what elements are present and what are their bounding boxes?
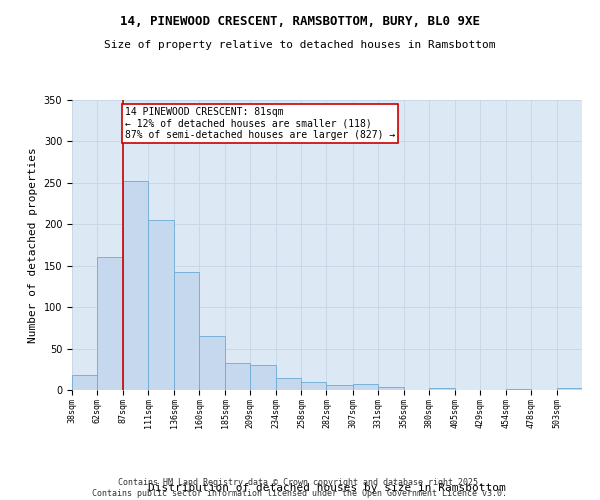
Bar [123, 181, 148, 390]
Bar [226, 362, 250, 390]
Text: Size of property relative to detached houses in Ramsbottom: Size of property relative to detached ho… [104, 40, 496, 50]
Bar [506, 389, 531, 390]
Bar [97, 258, 123, 390]
Bar [148, 220, 174, 390]
Bar [250, 365, 277, 390]
Bar [277, 378, 301, 390]
Bar [72, 375, 97, 390]
Bar [353, 384, 377, 390]
Bar [377, 386, 404, 390]
X-axis label: Distribution of detached houses by size in Ramsbottom: Distribution of detached houses by size … [148, 483, 506, 493]
Bar [174, 272, 199, 390]
Text: 14 PINEWOOD CRESCENT: 81sqm
← 12% of detached houses are smaller (118)
87% of se: 14 PINEWOOD CRESCENT: 81sqm ← 12% of det… [125, 106, 395, 140]
Bar [428, 388, 455, 390]
Bar [199, 336, 226, 390]
Bar [301, 382, 326, 390]
Text: Contains HM Land Registry data © Crown copyright and database right 2025.
Contai: Contains HM Land Registry data © Crown c… [92, 478, 508, 498]
Bar [326, 385, 353, 390]
Bar [557, 388, 582, 390]
Text: 14, PINEWOOD CRESCENT, RAMSBOTTOM, BURY, BL0 9XE: 14, PINEWOOD CRESCENT, RAMSBOTTOM, BURY,… [120, 15, 480, 28]
Y-axis label: Number of detached properties: Number of detached properties [28, 147, 38, 343]
